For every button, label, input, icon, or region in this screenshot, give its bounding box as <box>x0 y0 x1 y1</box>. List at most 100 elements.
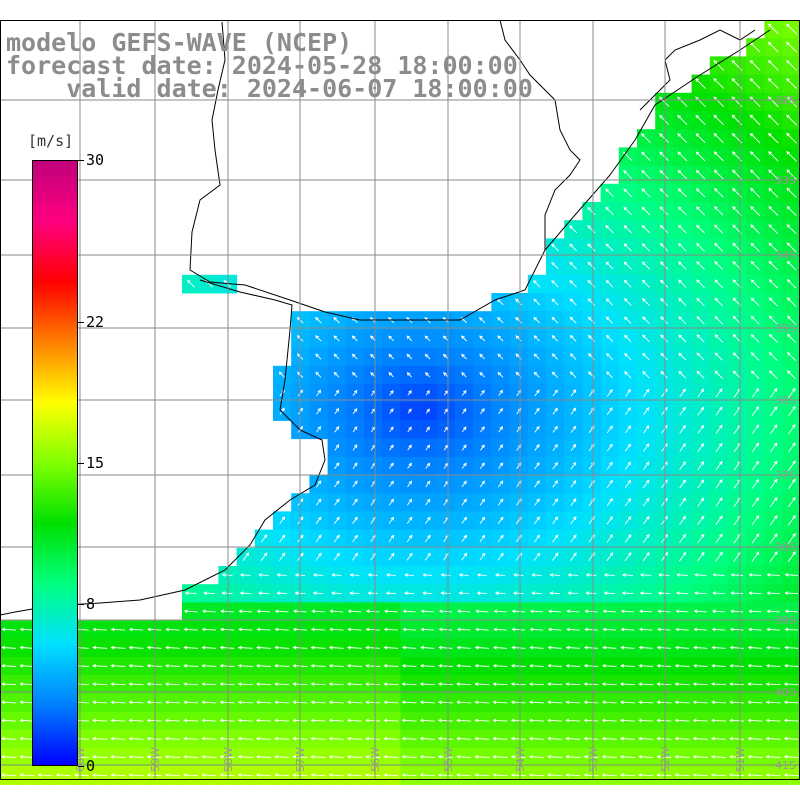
wind-arrow <box>623 261 632 270</box>
wind-arrow <box>620 609 635 614</box>
wind-arrow <box>365 627 380 632</box>
colorbar-tick-mark <box>78 321 84 323</box>
wind-arrow <box>419 773 435 777</box>
wind-arrow <box>383 627 399 632</box>
wind-arrow <box>747 700 763 705</box>
wind-arrow <box>783 718 799 723</box>
wind-arrow <box>679 551 687 562</box>
wind-arrow <box>583 736 599 741</box>
wind-arrow <box>679 424 686 434</box>
wind-arrow <box>456 700 472 705</box>
latitude-label: 37S <box>775 469 796 482</box>
wind-arrow <box>751 533 760 544</box>
wind-arrow <box>749 78 761 89</box>
wind-arrow <box>692 663 708 668</box>
wind-arrow <box>461 552 468 561</box>
wind-arrow <box>768 279 778 289</box>
wind-arrow <box>437 773 453 777</box>
wind-arrow <box>601 718 617 723</box>
wind-arrow <box>712 573 725 577</box>
wind-arrow <box>583 645 599 650</box>
wind-arrow <box>461 389 467 396</box>
wind-arrow <box>697 479 705 489</box>
wind-arrow <box>237 718 253 723</box>
wind-arrow <box>456 682 472 686</box>
wind-arrow <box>583 682 599 686</box>
wind-arrow <box>625 388 631 397</box>
wind-arrow <box>677 188 687 198</box>
latitude-label: 34S <box>775 249 796 262</box>
wind-arrow <box>675 591 689 595</box>
wind-arrow <box>128 718 144 723</box>
wind-arrow <box>766 572 780 577</box>
wind-arrow <box>696 370 705 379</box>
wind-arrow <box>402 627 416 632</box>
wind-arrow <box>765 645 781 650</box>
wind-arrow <box>587 279 596 288</box>
wind-arrow <box>533 353 540 360</box>
wind-arrow <box>696 352 705 361</box>
wind-arrow <box>641 224 651 234</box>
wind-arrow <box>498 407 503 415</box>
wind-arrow <box>237 736 253 741</box>
wind-arrow <box>710 754 726 759</box>
wind-arrow <box>529 627 544 632</box>
wind-arrow <box>695 114 706 126</box>
wind-arrow <box>352 426 358 433</box>
wind-arrow <box>183 645 199 650</box>
wind-arrow <box>479 335 486 342</box>
wind-arrow <box>570 389 577 397</box>
wind-arrow <box>255 663 271 668</box>
wind-arrow <box>456 754 472 759</box>
wind-arrow <box>729 627 744 632</box>
latitude-label: 35S <box>775 322 796 335</box>
wind-arrow <box>641 261 651 270</box>
wind-arrow <box>552 443 558 452</box>
wind-arrow <box>420 645 435 650</box>
wind-arrow <box>587 316 595 324</box>
wind-arrow <box>274 645 290 650</box>
wind-arrow <box>695 133 706 144</box>
wind-arrow <box>768 260 779 271</box>
wind-arrow <box>92 736 108 741</box>
wind-arrow <box>638 773 654 777</box>
wind-arrow <box>697 442 705 452</box>
wind-arrow <box>383 700 399 705</box>
wind-arrow <box>585 573 597 577</box>
wind-arrow <box>751 551 760 562</box>
wind-arrow <box>528 700 544 705</box>
wind-arrow <box>383 682 399 686</box>
wind-arrow <box>365 663 381 668</box>
wind-arrow <box>659 151 669 162</box>
longitude-label: 56W <box>369 747 382 772</box>
wind-arrow <box>279 534 286 543</box>
wind-arrow <box>385 591 397 595</box>
wind-arrow <box>329 609 344 614</box>
wind-arrow <box>255 773 271 777</box>
wind-cell <box>782 129 800 148</box>
wind-arrow <box>510 773 526 777</box>
wind-arrow <box>729 663 744 668</box>
wind-arrow <box>456 627 471 632</box>
wind-arrow <box>641 243 651 252</box>
wind-arrow <box>786 333 797 343</box>
wind-arrow <box>279 407 285 415</box>
wind-arrow <box>624 515 632 525</box>
wind-arrow <box>641 279 650 288</box>
wind-arrow <box>605 243 614 252</box>
wind-arrow <box>383 645 399 650</box>
wind-arrow <box>425 480 431 488</box>
wind-arrow <box>515 316 522 324</box>
wind-arrow <box>458 573 469 577</box>
wind-arrow <box>440 573 451 577</box>
wind-arrow <box>642 352 650 361</box>
wind-arrow <box>19 736 35 741</box>
wind-arrow <box>1 682 17 686</box>
wind-arrow <box>695 188 706 198</box>
wind-arrow <box>367 591 378 595</box>
wind-arrow <box>406 372 412 378</box>
wind-arrow <box>128 773 144 777</box>
wind-arrow <box>784 627 799 632</box>
wind-arrow <box>407 390 412 396</box>
wind-arrow <box>714 352 723 361</box>
